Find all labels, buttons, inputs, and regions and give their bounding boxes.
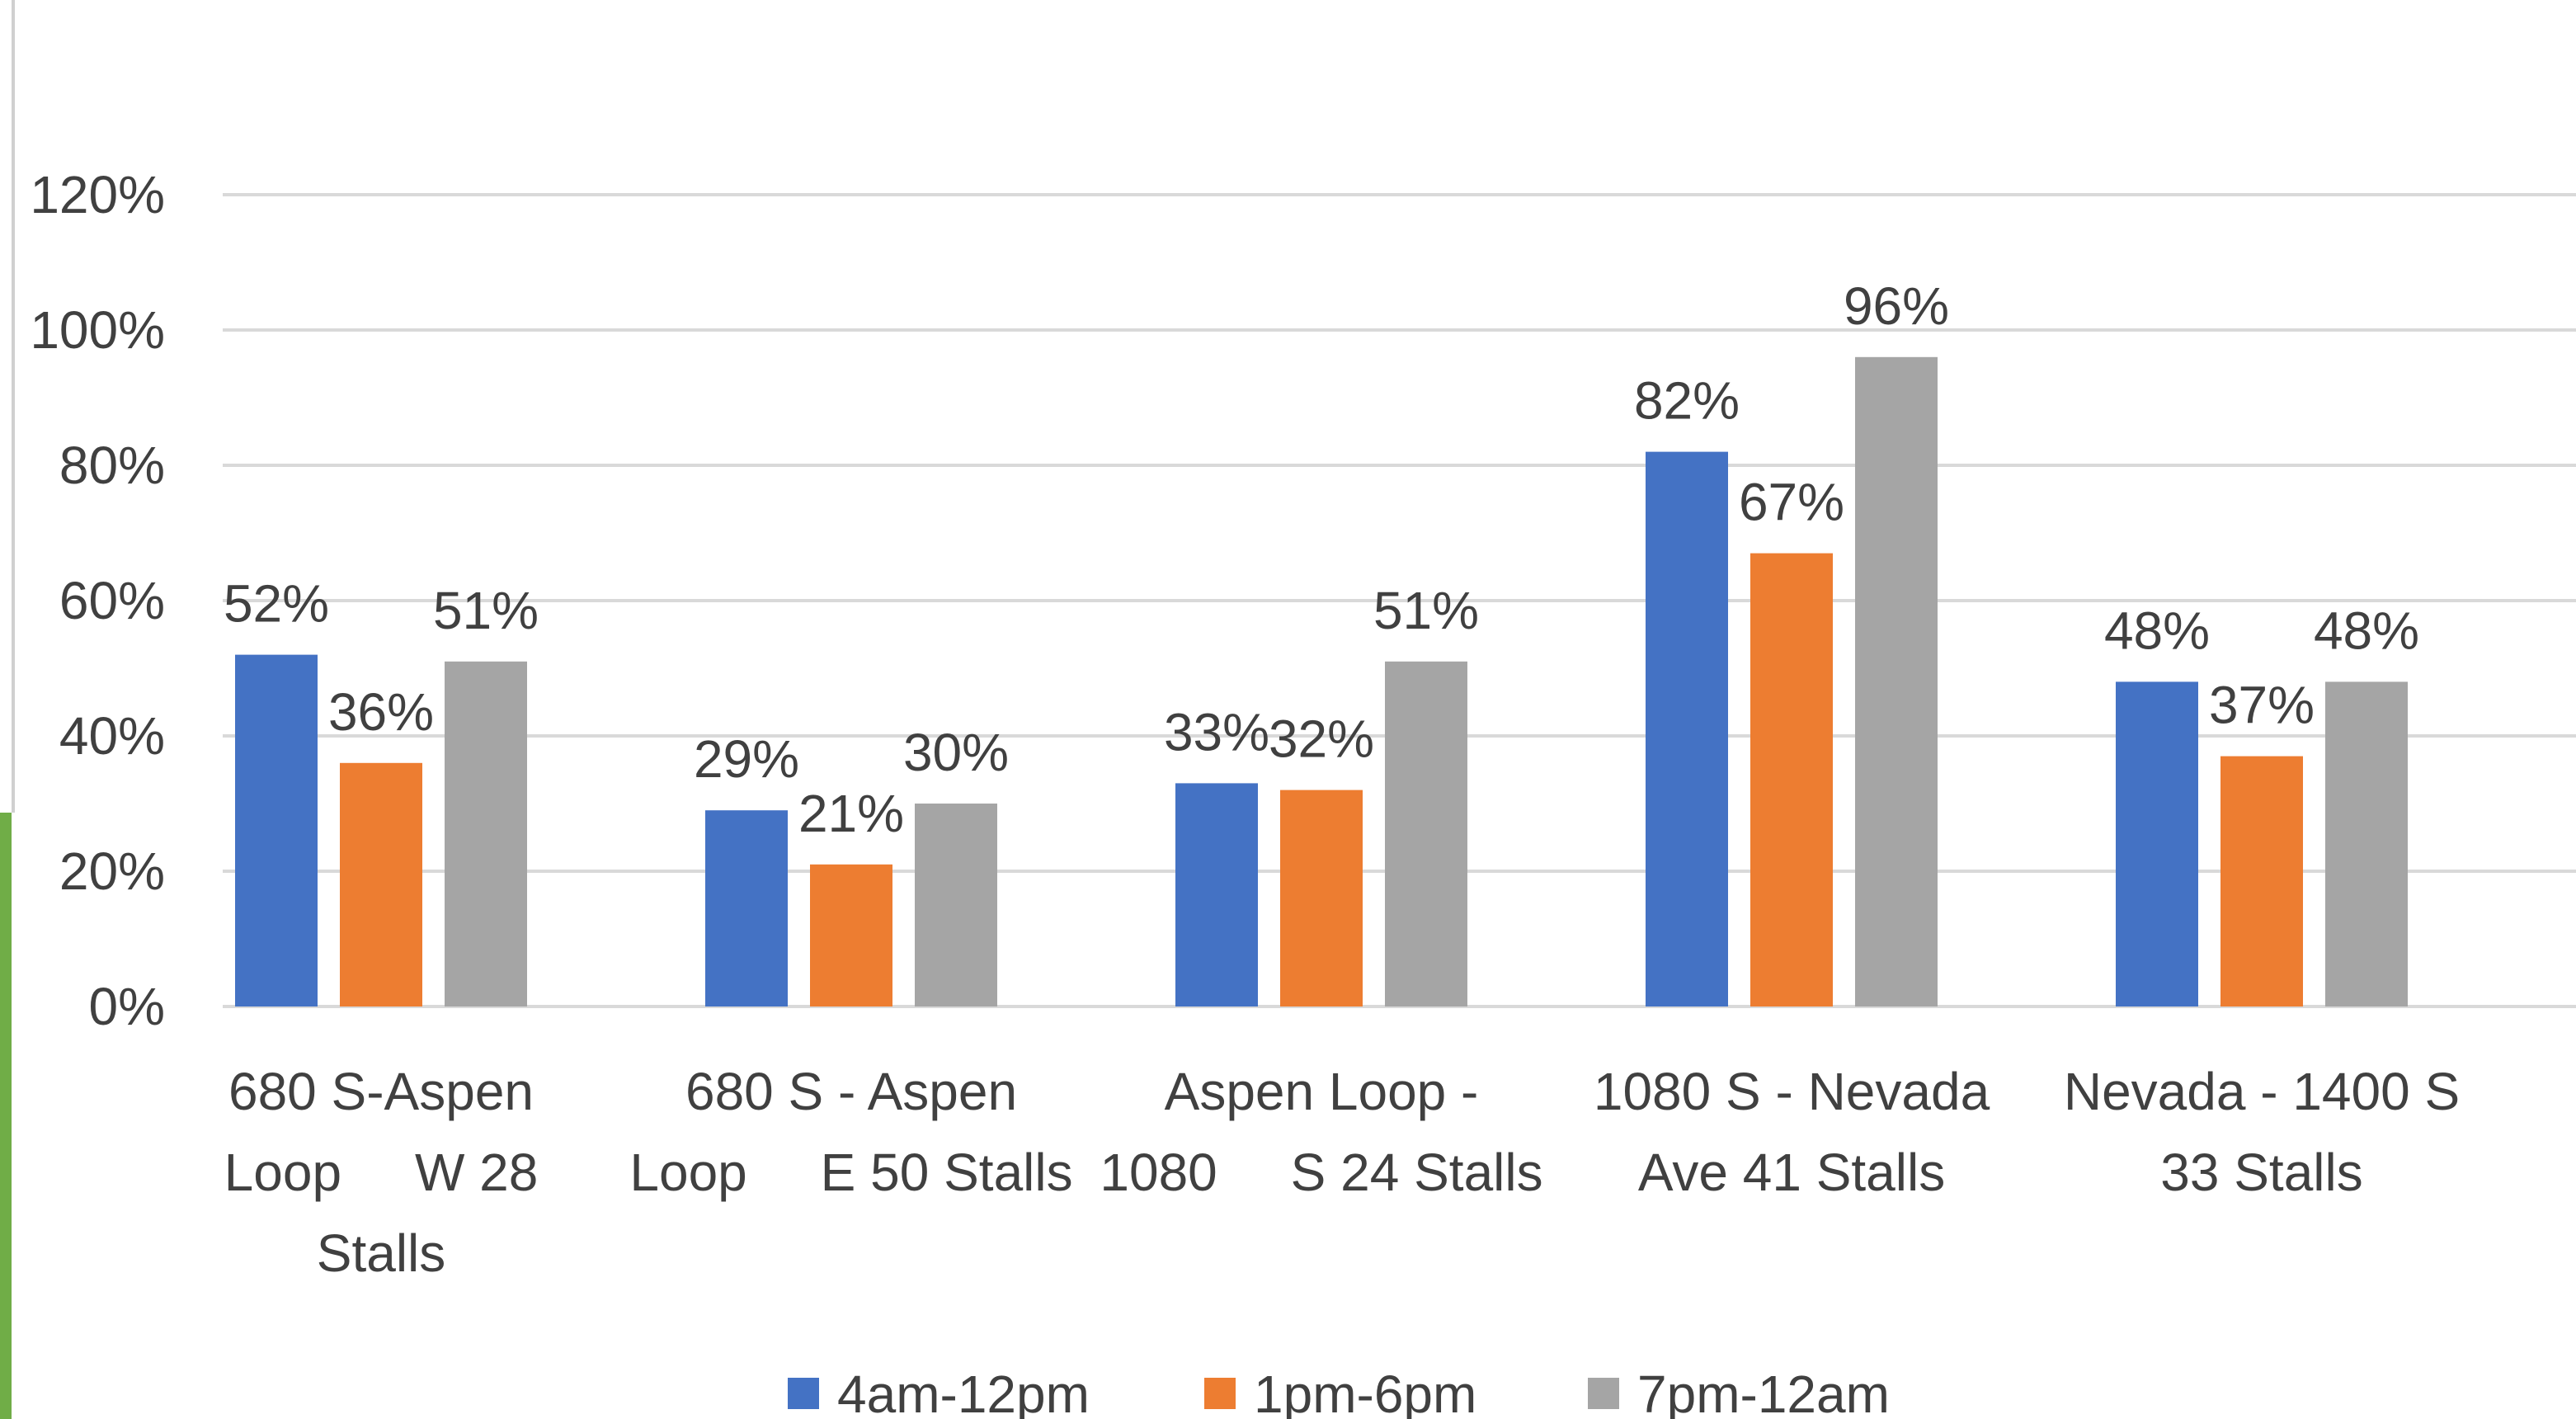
bar-7pm-12am (2325, 681, 2408, 1006)
legend-swatch-4am-12pm (788, 1378, 819, 1409)
category-label: Aspen Loop - (1165, 1062, 1479, 1121)
bar-4am-12pm (2116, 681, 2198, 1006)
data-labels: 52% 29% 33% 82% 48% 36% 21% 32% 67% 37% 51% 30% 51% 9… (224, 276, 2419, 843)
y-tick-label: 20% (59, 842, 165, 901)
bar-4am-12pm (1175, 783, 1258, 1006)
category-label: 680 S - Aspen (685, 1062, 1017, 1121)
category-label: 33 Stalls (2160, 1143, 2362, 1202)
legend-label: 4am-12pm (837, 1365, 1090, 1419)
legend: 4am-12pm 1pm-6pm 7pm-12am (788, 1365, 1890, 1419)
bars (235, 356, 2408, 1006)
left-accent-bar (0, 813, 12, 1419)
data-label: 30% (903, 723, 1009, 782)
category-label: 1080 S 24 Stalls (1100, 1143, 1542, 1202)
y-tick-label: 0% (89, 977, 166, 1036)
category-label: Loop E 50 Stalls (629, 1143, 1072, 1202)
bar-1pm-6pm (1280, 790, 1363, 1006)
bar-4am-12pm (705, 810, 788, 1006)
data-label: 32% (1269, 710, 1374, 769)
bar-7pm-12am (915, 804, 997, 1006)
category-label: Ave 41 Stalls (1638, 1143, 1945, 1202)
y-tick-label: 100% (30, 300, 165, 360)
category-label: 680 S-Aspen (228, 1062, 534, 1121)
data-label: 82% (1634, 371, 1740, 431)
legend-label: 1pm-6pm (1254, 1365, 1476, 1419)
data-label: 33% (1164, 702, 1269, 761)
data-label: 52% (224, 574, 329, 634)
bar-4am-12pm (1646, 451, 1728, 1006)
bar-7pm-12am (445, 661, 527, 1006)
bar-7pm-12am (1855, 356, 1938, 1006)
legend-swatch-7pm-12am (1588, 1378, 1619, 1409)
legend-label: 7pm-12am (1637, 1365, 1890, 1419)
legend-swatch-1pm-6pm (1204, 1378, 1236, 1409)
category-labels: 680 S-Aspen Loop W 28 Stalls 680 S - Aspen L… (224, 1062, 2460, 1283)
bar-1pm-6pm (2220, 756, 2303, 1006)
data-label: 96% (1844, 276, 1949, 336)
left-border-line (12, 0, 15, 813)
data-label: 67% (1739, 473, 1844, 532)
data-label: 37% (2209, 676, 2315, 735)
y-tick-label: 60% (59, 571, 165, 630)
y-tick-label: 80% (59, 436, 165, 495)
data-label: 51% (433, 581, 539, 640)
left-edge (0, 0, 15, 1419)
y-tick-label: 120% (30, 165, 165, 224)
category-label: Nevada - 1400 S (2064, 1062, 2460, 1121)
data-label: 48% (2104, 601, 2210, 660)
y-axis-ticks: 0% 20% 40% 60% 80% 100% 120% (30, 165, 165, 1036)
category-label: 1080 S - Nevada (1594, 1062, 1990, 1121)
bar-1pm-6pm (340, 762, 422, 1006)
data-label: 29% (694, 729, 799, 789)
category-label: Stalls (317, 1223, 446, 1283)
data-label: 21% (798, 784, 904, 843)
bar-1pm-6pm (810, 864, 892, 1006)
data-label: 48% (2314, 601, 2419, 660)
category-label: Loop W 28 (224, 1143, 539, 1202)
bar-1pm-6pm (1750, 553, 1833, 1006)
y-tick-label: 40% (59, 706, 165, 766)
data-label: 36% (328, 682, 434, 742)
bar-7pm-12am (1385, 661, 1467, 1006)
data-label: 51% (1373, 581, 1479, 640)
bar-4am-12pm (235, 654, 318, 1006)
